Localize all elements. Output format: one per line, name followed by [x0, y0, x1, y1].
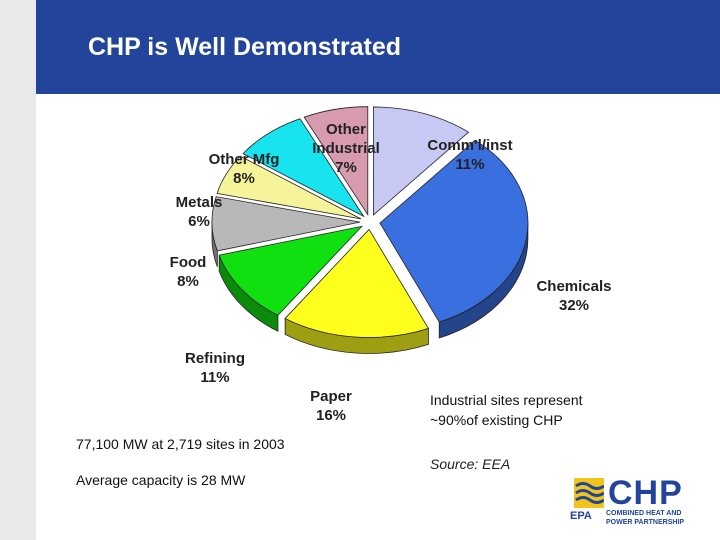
title-bar [36, 0, 720, 94]
slice-percent: 7% [335, 159, 357, 176]
slice-label-other-industrial: Other Industrial 7% [302, 120, 390, 177]
slice-name: Refining [185, 350, 245, 367]
logo-waves-icon [574, 478, 604, 508]
source-note: Source: EEA [430, 456, 511, 472]
slice-percent: 8% [233, 170, 255, 187]
slice-name: Paper [310, 388, 352, 405]
logo-subtitle: COMBINED HEAT AND POWER PARTNERSHIP [606, 510, 685, 526]
slice-name: Chemicals [536, 278, 612, 295]
industrial-share-note: Industrial sites represent ~90%of existi… [430, 392, 583, 428]
slice-label-metals: Metals 6% [166, 193, 232, 231]
slice-name: Comm'l/inst [427, 137, 513, 154]
slice-percent: 16% [315, 407, 347, 424]
slice-percent: 32% [558, 297, 590, 314]
pie-slice-chemicals [379, 139, 529, 323]
slide-title: CHP is Well Demonstrated [88, 33, 402, 61]
pie-slice-food [211, 196, 361, 252]
slice-percent: 8% [177, 273, 199, 290]
pie-slice-other-mfg [242, 118, 365, 218]
slice-name: Food [169, 254, 207, 271]
pie-chart-svg [211, 106, 529, 354]
pie-slice-metals [216, 155, 362, 220]
slice-name: Other Industrial [312, 121, 380, 157]
average-capacity-note: Average capacity is 28 MW [76, 472, 246, 488]
slice-label-refining: Refining 11% [170, 349, 260, 387]
slice-label-comm-inst: Comm'l/inst 11% [418, 136, 522, 174]
slice-percent: 11% [200, 369, 230, 386]
slice-label-paper: Paper 16% [296, 387, 366, 425]
pie-slice-paper [284, 228, 429, 338]
logo-wordmark: CHP [608, 474, 683, 512]
slice-label-other-mfg: Other Mfg 8% [198, 150, 290, 188]
pie-slice-other-industrial [303, 106, 369, 217]
pie-slice-comm-l-inst [373, 106, 470, 216]
epa-mark: EPA [570, 510, 592, 522]
pie-chart: Comm'l/inst 11% Chemicals 32% Paper 16% … [0, 94, 720, 540]
left-decor-band [0, 0, 36, 540]
chp-partnership-logo: CHP EPA COMBINED HEAT AND POWER PARTNERS… [570, 472, 710, 532]
slice-name: Other Mfg [208, 151, 280, 168]
capacity-note: 77,100 MW at 2,719 sites in 2003 [76, 436, 285, 452]
slice-name: Metals [175, 194, 223, 211]
slice-percent: 6% [188, 213, 210, 230]
slice-label-food: Food 8% [160, 253, 216, 291]
slice-percent: 11% [455, 156, 485, 173]
pie-slice-refining [218, 225, 364, 316]
slice-label-chemicals: Chemicals 32% [526, 277, 622, 315]
